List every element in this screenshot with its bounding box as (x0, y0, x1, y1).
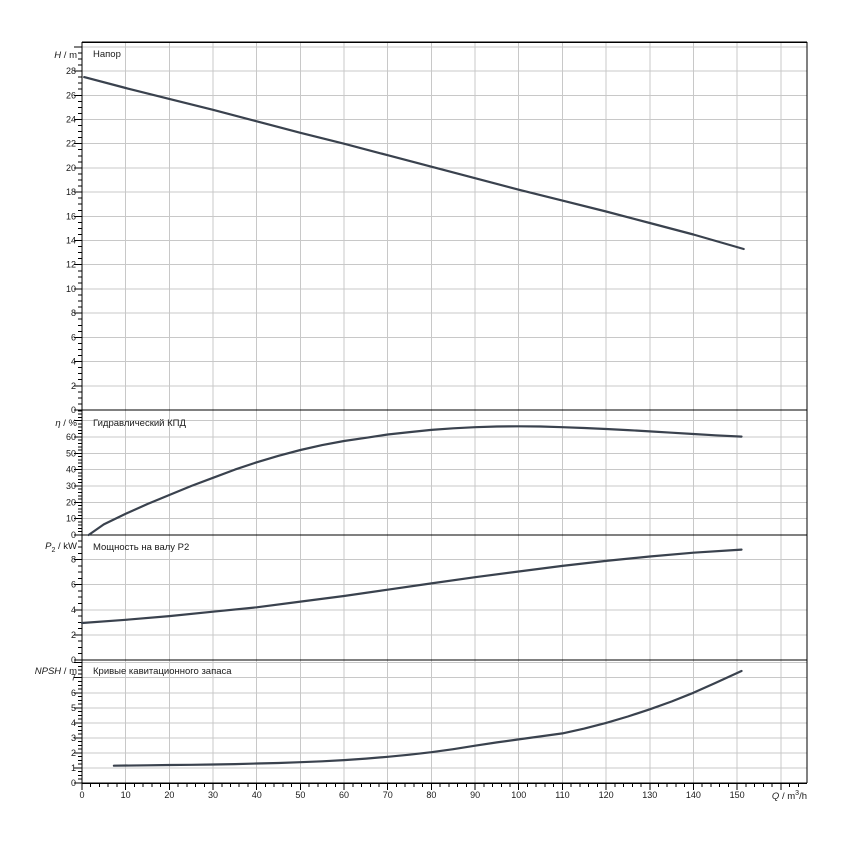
power-curve (80, 548, 743, 625)
x-tick-label: 110 (555, 790, 569, 800)
x-tick-label: 50 (295, 790, 305, 800)
panel-title-npsh: Кривые кавитационного запаса (93, 666, 232, 677)
y-tick-label: 16 (66, 211, 76, 221)
x-tick-label: 140 (686, 790, 701, 800)
head-unit: / m (61, 50, 77, 61)
y-tick-label: 18 (66, 187, 76, 197)
y-tick-label: 8 (71, 555, 76, 565)
y-tick-label: 20 (66, 163, 76, 173)
y-tick-label: 8 (71, 308, 76, 318)
y-tick-label: 6 (71, 688, 76, 698)
efficiency-symbol: η (55, 418, 61, 429)
x-tick-label: 70 (383, 790, 393, 800)
y-tick-label: 6 (71, 332, 76, 342)
x-tick-label: 10 (121, 790, 131, 800)
panel-title-head: Напор (93, 49, 121, 60)
y-tick-label: 30 (66, 481, 76, 491)
y-tick-label: 0 (71, 655, 76, 665)
x-tick-label: 90 (470, 790, 480, 800)
y-tick-label: 4 (71, 357, 76, 367)
efficiency-unit: / % (60, 418, 77, 429)
power-unit: / kW (55, 541, 77, 552)
y-tick-label: 3 (71, 733, 76, 743)
x-tick-label: 120 (599, 790, 614, 800)
y-tick-label: 2 (71, 381, 76, 391)
x-tick-label: 0 (79, 790, 84, 800)
y-tick-label: 26 (66, 90, 76, 100)
head-curve (83, 76, 745, 251)
x-axis-label: Q / m3/h (771, 790, 807, 803)
y-tick-label: 20 (66, 497, 76, 507)
efficiency-y-axis-label: η / % (0, 418, 77, 434)
y-tick-label: 28 (66, 66, 76, 76)
y-tick-label: 0 (71, 778, 76, 788)
y-tick-label: 60 (66, 432, 76, 442)
y-tick-label: 10 (66, 284, 76, 294)
x-tick-label: 150 (730, 790, 745, 800)
x-tick-label: 20 (164, 790, 174, 800)
x-tick-label: 30 (208, 790, 218, 800)
npsh-symbol: NPSH (34, 666, 62, 677)
y-tick-label: 1 (71, 763, 76, 773)
y-tick-label: 2 (71, 748, 76, 758)
y-tick-label: 22 (66, 139, 76, 149)
power-y-axis-label: P2 / kW (0, 541, 77, 557)
y-tick-label: 0 (71, 405, 76, 415)
npsh-y-axis-label: NPSH / m (0, 666, 77, 682)
x-tick-label: 80 (426, 790, 436, 800)
head-symbol: H (54, 50, 62, 61)
y-tick-label: 40 (66, 465, 76, 475)
y-tick-label: 2 (71, 630, 76, 640)
power-symbol: P (45, 541, 52, 552)
efficiency-curve (87, 425, 743, 537)
y-tick-label: 24 (66, 114, 76, 124)
flow-symbol: Q (771, 791, 780, 803)
npsh-unit: / m (61, 666, 77, 677)
y-tick-label: 7 (71, 673, 76, 683)
y-tick-label: 4 (71, 718, 76, 728)
y-tick-label: 0 (71, 530, 76, 540)
y-tick-label: 14 (66, 236, 76, 246)
y-tick-label: 12 (66, 260, 76, 270)
x-tick-label: 40 (252, 790, 262, 800)
power-subscript: 2 (51, 546, 56, 554)
head-y-axis-label: H / m (0, 50, 77, 66)
y-tick-label: 10 (66, 514, 76, 524)
x-tick-label: 100 (511, 790, 526, 800)
y-tick-label: 4 (71, 605, 76, 615)
npsh-curve (112, 669, 743, 767)
x-tick-label: 130 (642, 790, 657, 800)
y-tick-label: 6 (71, 580, 76, 590)
panel-title-power: Мощность на валу P2 (93, 542, 190, 553)
panel-title-efficiency: Гидравлический КПД (93, 418, 186, 429)
x-tick-label: 60 (339, 790, 349, 800)
y-tick-label: 5 (71, 703, 76, 713)
y-tick-label: 50 (66, 448, 76, 458)
